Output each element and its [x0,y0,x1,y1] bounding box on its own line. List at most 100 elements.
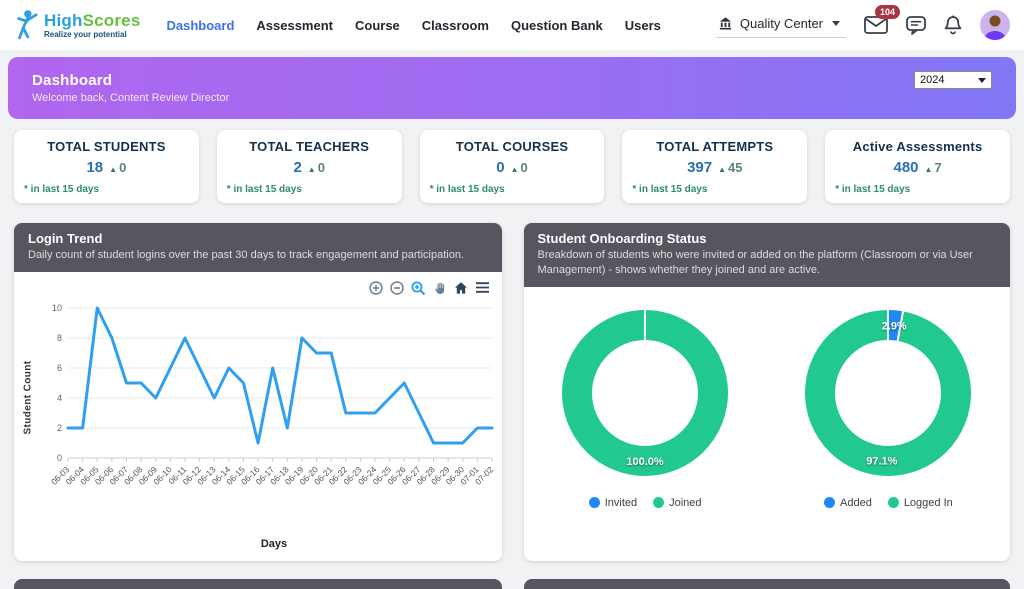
notifications-button[interactable] [944,15,962,35]
pan-icon[interactable] [433,281,447,295]
trend-up-icon: ▲ [510,165,519,174]
stat-card-total-teachers: TOTAL TEACHERS 2 ▲ 0 * in last 15 days [216,130,402,203]
top-navigation-bar: HighScores Realize your potential Dashbo… [0,0,1024,50]
stat-card-total-students: TOTAL STUDENTS 18 ▲ 0 * in last 15 days [14,130,199,203]
donut-chart-2: 2.9% 97.1% Added Logged In [788,301,988,509]
chat-button[interactable] [906,15,926,35]
card-header-stub [14,579,502,589]
messages-button[interactable]: 104 [864,5,900,34]
svg-text:4: 4 [57,393,62,403]
mail-icon [864,16,888,34]
trend-up-icon: ▲ [924,165,933,174]
institution-selector[interactable]: Quality Center [715,12,846,38]
mail-badge: 104 [874,5,900,19]
selection-zoom-icon[interactable] [411,281,426,296]
stat-title: TOTAL COURSES [455,139,569,154]
donut-svg: 100.0% [562,308,729,476]
legend-item-invited[interactable]: Invited [588,497,637,509]
donut-svg: 2.9% 97.1% [805,308,972,476]
card-title: Student Onboarding Status [537,231,707,246]
page-title: Dashboard [32,72,113,89]
stat-footnote: * in last 15 days [24,184,100,195]
home-icon[interactable] [454,281,468,295]
legend-label: Logged In [903,496,953,509]
stat-footnote: * in last 15 days [429,184,505,195]
next-cards-row [14,579,1010,589]
brand-tagline: Realize your potential [44,29,127,39]
nav-item-dashboard[interactable]: Dashboard [166,17,235,33]
nav-item-assessment[interactable]: Assessment [256,17,333,33]
card-header-stub [523,579,1010,589]
login-trend-body: Student Count 0 2 4 6 8 10 06-03 06-04 06-05 06-0… [14,272,502,561]
institution-name: Quality Center [739,16,823,31]
stat-footnote: * in last 15 days [835,184,911,195]
institution-icon [719,17,732,30]
onboarding-header: Student Onboarding Status Breakdown of s… [523,223,1010,287]
svg-text:2: 2 [57,423,62,433]
stat-delta: 0 [119,160,127,175]
logo-person-icon [17,10,38,40]
legend-dot [588,497,600,509]
slice-percentage-label: 97.1% [867,455,898,467]
stat-title: Active Assessments [852,139,983,154]
svg-text:8: 8 [57,333,62,343]
legend-dot [824,497,835,509]
card-description: Daily count of student logins over the p… [28,249,464,261]
chat-icon [906,15,926,35]
y-axis-label: Student Count [22,360,34,435]
stat-footnote: * in last 15 days [632,184,708,195]
menu-icon[interactable] [475,281,490,294]
year-dropdown[interactable]: 2024 [914,71,992,89]
nav-item-users[interactable]: Users [624,17,661,33]
legend-dot [887,497,899,509]
page-header-banner: Dashboard Welcome back, Content Review D… [8,57,1016,119]
bell-icon [944,15,962,35]
login-trend-header: Login Trend Daily count of student login… [14,223,502,272]
svg-text:10: 10 [52,303,62,313]
nav-item-course[interactable]: Course [355,17,400,33]
stat-value: 480 [893,159,919,176]
brand-logo[interactable]: HighScores Realize your potential [14,9,140,41]
stat-title: TOTAL TEACHERS [249,139,370,154]
zoom-out-icon[interactable] [389,281,404,295]
welcome-message: Welcome back, Content Review Director [32,92,230,104]
legend-label: Added [840,496,872,509]
svg-text:6: 6 [57,363,62,373]
legend-item-added[interactable]: Added [824,497,872,509]
stats-row: TOTAL STUDENTS 18 ▲ 0 * in last 15 days TOTAL… [14,130,1010,203]
stat-card-total-attempts: TOTAL ATTEMPTS 397 ▲ 45 * in last 15 days [622,130,808,203]
svg-text:0: 0 [57,453,62,463]
brand-name: HighScores [44,10,141,30]
stat-value: 397 [687,159,713,176]
stat-value: 2 [293,159,302,176]
donut-chart-1: 100.0% Invited Joined [545,301,745,509]
nav-item-classroom[interactable]: Classroom [421,17,489,33]
stat-title: TOTAL ATTEMPTS [656,139,774,154]
stat-card-total-courses: TOTAL COURSES 0 ▲ 0 * in last 15 days [419,130,605,203]
onboarding-status-card: Student Onboarding Status Breakdown of s… [523,223,1011,561]
stat-value: 18 [86,159,104,176]
zoom-in-icon[interactable] [368,281,383,295]
stat-delta: 45 [728,160,743,175]
legend-item-joined[interactable]: Joined [653,496,702,509]
legend-label: Joined [669,496,702,509]
login-trend-card: Login Trend Daily count of student login… [14,223,502,561]
stat-footnote: * in last 15 days [226,184,302,195]
login-trend-line-chart: 024681006-0306-0406-0506-0606-0706-0806-… [49,303,496,487]
stat-card-active-assessments: Active Assessments 480 ▲ 7 * in last 15 days [825,130,1010,203]
trend-up-icon: ▲ [109,165,118,174]
donut-legend: Added Logged In [824,497,953,509]
card-description: Breakdown of students who were invited o… [537,249,973,276]
legend-item-logged-in[interactable]: Logged In [887,496,953,509]
stat-value: 0 [496,159,505,176]
chevron-down-icon [832,21,840,26]
user-avatar[interactable] [980,10,1010,40]
legend-dot [653,497,665,509]
chart-toolbar [368,281,490,296]
nav-item-question-bank[interactable]: Question Bank [511,17,603,33]
year-selected-value: 2024 [920,74,945,86]
stat-delta: 0 [520,160,528,175]
slice-percentage-label: 100.0% [626,456,664,468]
onboarding-body: 100.0% Invited Joined 2.9% 97.1% Added Logged … [524,287,1011,509]
trend-up-icon: ▲ [718,165,727,174]
